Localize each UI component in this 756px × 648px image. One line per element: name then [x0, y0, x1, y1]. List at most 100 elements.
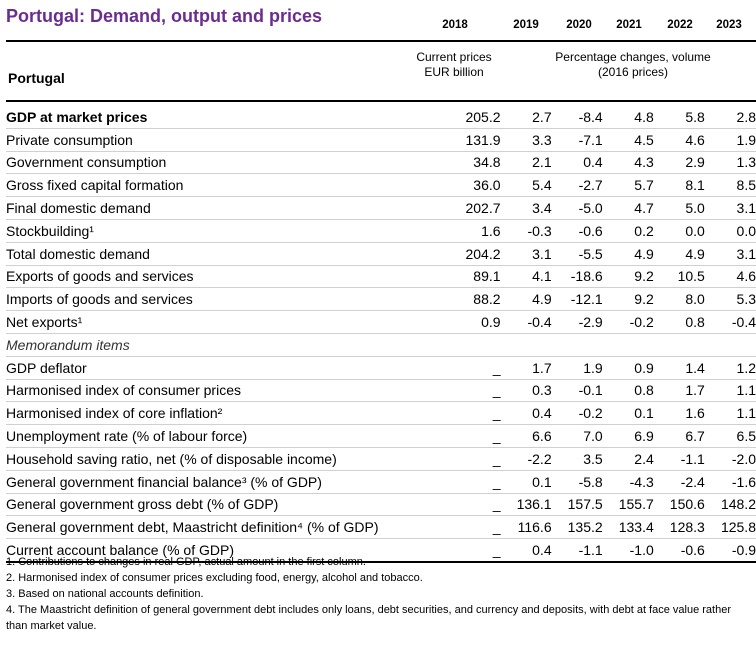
cell-2021: 4.5 — [602, 128, 654, 152]
cell-2023: 6.5 — [704, 424, 756, 448]
row-label: General government debt, Maastricht defi… — [6, 515, 419, 540]
cell-2020: -2.7 — [551, 173, 603, 198]
row-label: Harmonised index of core inflation² — [6, 401, 419, 426]
cell-2022: 1.4 — [653, 356, 705, 380]
cell-2021: 133.4 — [602, 515, 654, 540]
cell-2021: -4.3 — [602, 470, 654, 494]
cell-2021: 6.9 — [602, 424, 654, 448]
cell-2023: -2.0 — [704, 447, 756, 471]
table-row: Net exports¹ 0.9 -0.4 -2.9 -0.2 0.8 -0.4 — [6, 310, 756, 334]
cell-2020: -2.9 — [551, 310, 603, 334]
table-row: GDP at market prices 205.2 2.7 -8.4 4.8 5.8 2.… — [6, 106, 756, 129]
cell-2018: _ — [418, 538, 501, 563]
cell-2020: 3.5 — [551, 447, 603, 471]
cell-2018: 0.9 — [418, 310, 501, 334]
cell-2023: 1.1 — [704, 401, 756, 426]
table-row: Stockbuilding¹ 1.6 -0.3 -0.6 0.2 0.0 0.0 — [6, 219, 756, 243]
cell-2019: -0.4 — [500, 310, 552, 334]
cell-2022: 10.5 — [653, 265, 705, 289]
year-2018: 2018 — [442, 19, 468, 31]
row-label: GDP at market prices — [6, 106, 419, 129]
cell-2020: -8.4 — [551, 106, 603, 129]
cell-2021: 4.9 — [602, 242, 654, 266]
cell-2022: 150.6 — [653, 493, 705, 517]
cell-2019: 4.1 — [500, 265, 552, 289]
cell-2021: 0.8 — [602, 379, 654, 403]
footnotes: 1. Contributions to changes in real GDP,… — [6, 554, 752, 634]
cell-2020: -5.0 — [551, 196, 603, 220]
cell-2022: 5.0 — [653, 196, 705, 220]
header-rule — [6, 100, 756, 102]
cell-2019: 136.1 — [500, 493, 552, 517]
cell-2018: _ — [418, 447, 501, 471]
year-header: 2018 2019 2020 2021 2022 2023 — [0, 19, 756, 35]
cell-2018: _ — [418, 379, 501, 403]
table-row: Harmonised index of consumer prices _ 0.3-… — [6, 379, 756, 403]
cell-2018: 89.1 — [418, 265, 501, 289]
year-2022: 2022 — [667, 19, 693, 31]
cell-2021: 0.1 — [602, 401, 654, 426]
footnote-1: 1. Contributions to changes in real GDP,… — [6, 556, 366, 568]
cell-2021: -0.2 — [602, 310, 654, 334]
cell-2022: 5.8 — [653, 106, 705, 129]
table-row: General government debt, Maastricht defi… — [6, 515, 756, 540]
cell-2021: 4.3 — [602, 151, 654, 175]
cell-2018: 36.0 — [418, 173, 501, 198]
cell-2021: 9.2 — [602, 287, 654, 312]
table-row: Total domestic demand 204.2 3.1 -5.5 4.9 4.9 3… — [6, 242, 756, 266]
row-label: Private consumption — [6, 128, 419, 152]
cell-2019: 3.3 — [500, 128, 552, 152]
cell-2023: -1.6 — [704, 470, 756, 494]
cell-2018: 131.9 — [418, 128, 501, 152]
country-label: Portugal — [8, 70, 65, 86]
cell-2022: -1.1 — [653, 447, 705, 471]
cell-2018: 34.8 — [418, 151, 501, 175]
table-row: Household saving ratio, net (% of dispos… — [6, 447, 756, 471]
row-label: Stockbuilding¹ — [6, 219, 419, 243]
row-label: Government consumption — [6, 151, 419, 175]
cell-2022: 8.0 — [653, 287, 705, 312]
units-line-2: EUR billion — [424, 65, 484, 79]
cell-2023: 3.1 — [704, 196, 756, 220]
table-row: Current account balance (% of GDP) _ 0.4 -1… — [6, 538, 756, 563]
empty-cell — [418, 333, 501, 357]
cell-2019: 5.4 — [500, 173, 552, 198]
units-line-4: (2016 prices) — [597, 65, 669, 79]
cell-2023: 2.8 — [704, 106, 756, 129]
cell-2018: _ — [418, 424, 501, 448]
cell-2019: 4.9 — [500, 287, 552, 312]
cell-2020: 1.9 — [551, 356, 603, 380]
cell-2019: 0.4 — [500, 538, 552, 563]
cell-2019: 2.7 — [500, 106, 552, 129]
cell-2019: -0.3 — [500, 219, 552, 243]
cell-2022: 1.6 — [653, 401, 705, 426]
cell-2021: 2.4 — [602, 447, 654, 471]
cell-2018: 204.2 — [418, 242, 501, 266]
cell-2018: _ — [418, 515, 501, 540]
empty-cell — [653, 333, 705, 357]
cell-2019: 0.4 — [500, 401, 552, 426]
cell-2023: -0.9 — [704, 538, 756, 563]
cell-2022: 4.6 — [653, 128, 705, 152]
cell-2018: _ — [418, 470, 501, 494]
empty-cell — [551, 333, 603, 357]
cell-2018: 1.6 — [418, 219, 501, 243]
table-row: Gross fixed capital formation 36.0 5.4 -2.7… — [6, 173, 756, 198]
cell-2023: -0.4 — [704, 310, 756, 334]
row-label: Current account balance (% of GDP) — [6, 538, 419, 563]
cell-2018: 88.2 — [418, 287, 501, 312]
row-label: General government financial balance³ (%… — [6, 470, 419, 494]
cell-2022: 0.0 — [653, 219, 705, 243]
cell-2021: 155.7 — [602, 493, 654, 517]
cell-2022: 2.9 — [653, 151, 705, 175]
cell-2019: 0.3 — [500, 379, 552, 403]
units-percentage-changes: Percentage changes, volume (2016 prices) — [510, 50, 756, 80]
cell-2023: 1.2 — [704, 356, 756, 380]
row-label: General government gross debt (% of GDP) — [6, 493, 419, 517]
page-title: Portugal: Demand, output and prices — [6, 6, 323, 26]
cell-2020: -0.1 — [551, 379, 603, 403]
row-label: Memorandum items — [6, 333, 419, 357]
cell-2019: 3.1 — [500, 242, 552, 266]
cell-2021: 0.9 — [602, 356, 654, 380]
cell-2022: 8.1 — [653, 173, 705, 198]
